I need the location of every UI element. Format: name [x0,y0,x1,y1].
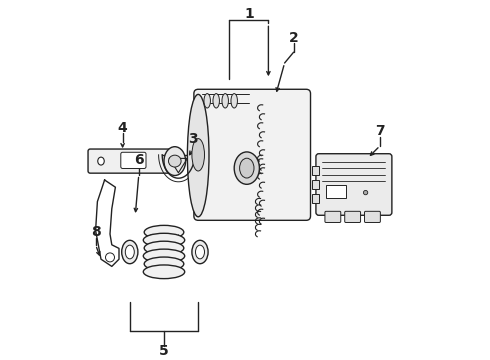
Ellipse shape [144,257,184,271]
Ellipse shape [143,233,185,247]
Text: 6: 6 [134,153,144,167]
Ellipse shape [196,245,204,259]
Ellipse shape [105,253,115,262]
Ellipse shape [240,158,254,178]
Text: 8: 8 [91,225,100,239]
FancyBboxPatch shape [316,154,392,215]
Ellipse shape [187,94,209,217]
FancyBboxPatch shape [194,89,311,220]
Ellipse shape [222,94,228,108]
Bar [312,166,319,175]
Text: 4: 4 [118,121,127,135]
Text: 1: 1 [245,7,254,21]
Bar [312,194,319,203]
Text: 7: 7 [375,125,385,138]
Ellipse shape [144,241,184,255]
Ellipse shape [143,249,185,263]
FancyBboxPatch shape [365,211,380,222]
Ellipse shape [122,240,138,264]
Ellipse shape [98,157,104,165]
Ellipse shape [364,190,368,195]
Text: 5: 5 [159,344,169,358]
Ellipse shape [143,265,185,279]
Ellipse shape [231,94,238,108]
Ellipse shape [169,155,181,167]
FancyBboxPatch shape [345,211,361,222]
Bar [312,180,319,189]
FancyBboxPatch shape [325,211,341,222]
FancyBboxPatch shape [121,152,146,168]
Text: 3: 3 [188,132,197,145]
Ellipse shape [144,225,184,239]
Ellipse shape [204,94,210,108]
Ellipse shape [192,240,208,264]
Ellipse shape [192,139,204,171]
Ellipse shape [125,245,134,259]
Ellipse shape [164,147,186,175]
Ellipse shape [213,94,220,108]
Bar [326,185,346,198]
FancyBboxPatch shape [88,149,172,173]
Text: 2: 2 [289,31,298,45]
Ellipse shape [234,152,259,184]
